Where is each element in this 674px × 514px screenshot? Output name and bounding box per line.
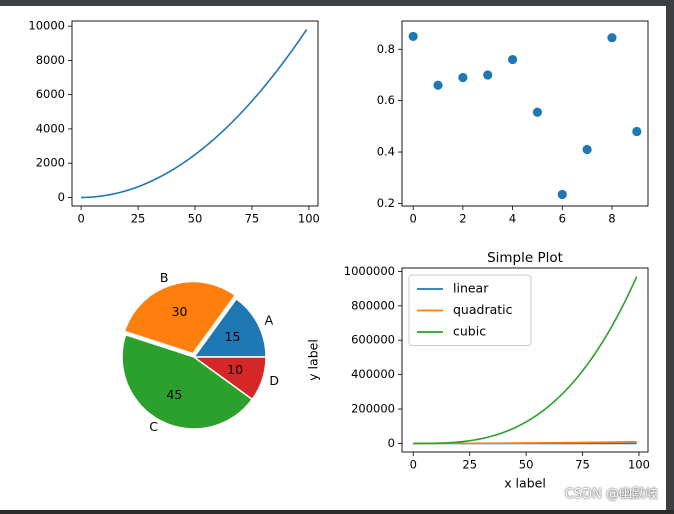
x-tick-label: 8 [608, 212, 615, 226]
y-tick-label: 0.6 [377, 93, 395, 107]
axes-frame [402, 21, 648, 206]
y-tick-label: 0.8 [377, 42, 395, 56]
pie-value-label: 15 [225, 329, 241, 344]
scatter-point [533, 108, 542, 117]
y-tick-label: 200000 [351, 402, 395, 416]
x-axis-label: x label [504, 476, 546, 491]
y-tick-label: 0.2 [377, 196, 395, 210]
x-tick-label: 75 [575, 458, 590, 472]
series-line-series-0 [81, 30, 306, 198]
legend-label: quadratic [453, 302, 513, 317]
pie-category-label: B [160, 270, 169, 285]
y-tick-label: 10000 [28, 19, 65, 33]
y-tick-label: 4000 [36, 121, 65, 135]
scatter-point [508, 55, 517, 64]
y-tick-label: 6000 [36, 87, 65, 101]
y-tick-label: 2000 [36, 156, 65, 170]
scatter-point [607, 33, 616, 42]
pie-chart [122, 282, 266, 429]
pie-category-label: A [265, 313, 274, 328]
x-tick-label: 25 [131, 212, 146, 226]
y-tick-label: 400000 [351, 367, 395, 381]
legend-label: linear [453, 281, 489, 296]
x-tick-label: 0 [410, 458, 417, 472]
scatter-point [558, 190, 567, 199]
scatter-point [409, 32, 418, 41]
window-frame-right [666, 0, 674, 510]
scatter-point [458, 73, 467, 82]
scatter-point [483, 70, 492, 79]
axes-3 [398, 268, 648, 456]
legend-label: cubic [453, 324, 486, 339]
x-tick-label: 4 [509, 212, 516, 226]
y-tick-label: 8000 [36, 53, 65, 67]
y-tick-label: 0.4 [377, 145, 395, 159]
x-tick-label: 6 [559, 212, 566, 226]
pie-category-label: C [149, 419, 158, 434]
x-tick-label: 2 [459, 212, 466, 226]
x-tick-label: 100 [628, 458, 650, 472]
y-tick-label: 600000 [351, 333, 395, 347]
y-tick-label: 0 [58, 190, 65, 204]
y-tick-label: 1000000 [344, 264, 395, 278]
axes-1 [398, 21, 648, 210]
pie-value-label: 10 [227, 362, 243, 377]
x-tick-label: 0 [77, 212, 84, 226]
x-tick-label: 50 [519, 458, 534, 472]
axes-0 [68, 21, 318, 210]
scatter-point [632, 127, 641, 136]
scatter-point [583, 145, 592, 154]
x-tick-label: 25 [462, 458, 477, 472]
pie-value-label: 45 [166, 387, 182, 402]
pie-value-label: 30 [172, 304, 188, 319]
y-axis-label: y label [306, 339, 321, 381]
axes-frame [72, 21, 318, 206]
scatter-point [433, 81, 442, 90]
watermark: CSDN @幽默岐 [565, 483, 658, 502]
y-tick-label: 0 [388, 436, 395, 450]
y-tick-label: 800000 [351, 298, 395, 312]
x-tick-label: 0 [410, 212, 417, 226]
x-tick-label: 100 [298, 212, 320, 226]
pie-category-label: D [269, 373, 279, 388]
axes-title: Simple Plot [487, 250, 563, 266]
x-tick-label: 75 [245, 212, 260, 226]
x-tick-label: 50 [188, 212, 203, 226]
